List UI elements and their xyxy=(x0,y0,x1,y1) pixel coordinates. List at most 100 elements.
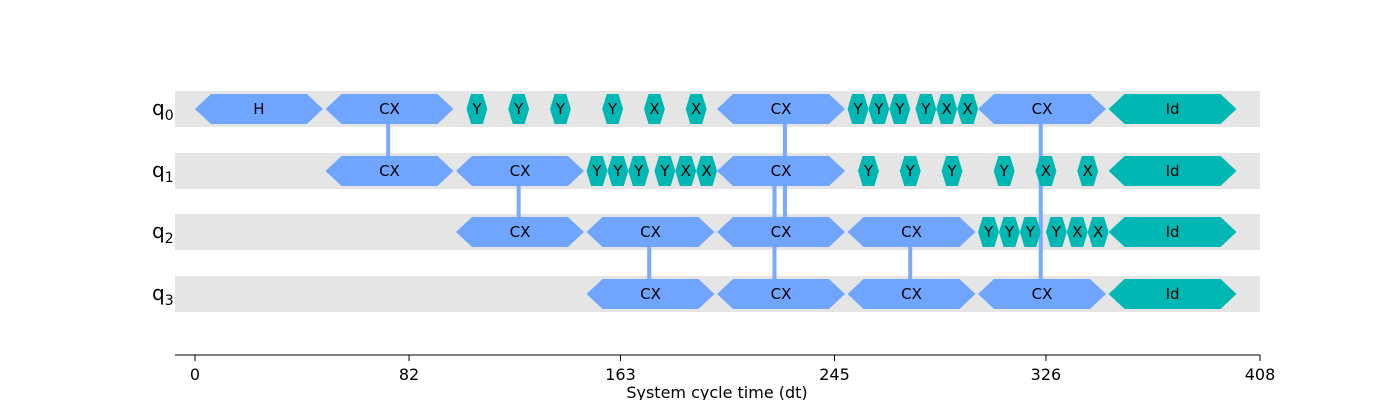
gate-cx-q3: CX xyxy=(978,279,1106,309)
gate-y-q2: Y xyxy=(1045,217,1067,247)
gate-y-q0: Y xyxy=(915,94,937,124)
gate-label: CX xyxy=(771,285,792,303)
gate-shape xyxy=(899,156,921,186)
gate-label: Id xyxy=(1166,162,1180,180)
gate-y-q1: Y xyxy=(899,156,921,186)
gate-label: Id xyxy=(1166,223,1180,241)
qubit-label-1: q1 xyxy=(152,158,174,186)
gate-y-q0: Y xyxy=(602,94,624,124)
gate-label: X xyxy=(1041,162,1051,180)
gate-y-q0: Y xyxy=(847,94,869,124)
gate-y-q0: Y xyxy=(889,94,911,124)
x-axis: 0 82 163 245 326 408 System cycle time (dt) xyxy=(175,354,1275,400)
gate-shape xyxy=(847,279,976,309)
x-tick-label: 0 xyxy=(190,365,200,384)
gate-label: Id xyxy=(1166,100,1180,118)
gate-y-q0: Y xyxy=(508,94,530,124)
qubit-labels: q0 q1 q2 q3 xyxy=(152,96,174,309)
gate-shape xyxy=(1045,217,1067,247)
gate-shape xyxy=(685,94,707,124)
gate-label: Y xyxy=(1025,223,1036,241)
gate-label: Y xyxy=(999,162,1010,180)
gate-label: X xyxy=(701,162,711,180)
gate-label: Y xyxy=(873,100,884,118)
gate-y-q1: Y xyxy=(607,156,629,186)
gate-label: CX xyxy=(510,223,531,241)
gate-label: Y xyxy=(1051,223,1062,241)
gate-cx-q3: CX xyxy=(847,279,976,309)
gate-shape xyxy=(586,279,715,309)
gate-cx-q0: CX xyxy=(325,94,454,124)
gate-label: Y xyxy=(612,162,623,180)
gate-shape xyxy=(1108,279,1237,309)
gate-id-q3: Id xyxy=(1108,279,1237,309)
gate-y-q0: Y xyxy=(868,94,890,124)
gate-shape xyxy=(717,217,845,247)
gate-cx-q1: CX xyxy=(717,156,845,186)
gate-shape xyxy=(936,94,958,124)
gate-shape xyxy=(915,94,937,124)
gate-shape xyxy=(325,94,454,124)
gate-label: X xyxy=(963,100,973,118)
gate-label: Y xyxy=(920,100,931,118)
gate-label: X xyxy=(691,100,701,118)
gate-cx-q1: CX xyxy=(456,156,584,186)
gate-cx-q1: CX xyxy=(325,156,454,186)
gate-cx-q2: CX xyxy=(586,217,715,247)
cx-links xyxy=(386,109,1043,294)
gate-cx-q0: CX xyxy=(717,94,845,124)
gate-shape xyxy=(858,156,879,186)
gate-label: CX xyxy=(1032,100,1053,118)
gate-label: X xyxy=(649,100,659,118)
gate-shape xyxy=(957,94,979,124)
gate-label: Y xyxy=(633,162,644,180)
qubit-lanes xyxy=(175,91,1260,312)
x-tick-label: 82 xyxy=(399,365,419,384)
gate-shape xyxy=(586,156,608,186)
gate-label: Y xyxy=(852,100,863,118)
gate-label: Y xyxy=(905,162,916,180)
gate-x-q0: X xyxy=(643,94,665,124)
gate-y-q2: Y xyxy=(998,217,1020,247)
gate-x-q1: X xyxy=(1077,156,1099,186)
gate-y-q1: Y xyxy=(628,156,650,186)
gate-x-q1: X xyxy=(1035,156,1057,186)
gate-shape xyxy=(325,156,454,186)
gate-x-q0: X xyxy=(685,94,707,124)
gate-shape xyxy=(466,94,488,124)
gate-label: X xyxy=(681,162,691,180)
gate-cx-q2: CX xyxy=(717,217,845,247)
gate-shape xyxy=(508,94,530,124)
gate-cx-q2: CX xyxy=(847,217,976,247)
gate-shape xyxy=(1035,156,1057,186)
gate-shape xyxy=(456,156,584,186)
gate-label: CX xyxy=(1032,285,1053,303)
gate-label: Id xyxy=(1166,285,1180,303)
gate-label: X xyxy=(1093,223,1103,241)
gate-label: Y xyxy=(607,100,618,118)
x-tick-label: 326 xyxy=(1031,365,1062,384)
gate-label: CX xyxy=(379,100,400,118)
gate-shape xyxy=(550,94,571,124)
gate-label: Y xyxy=(946,162,957,180)
gate-shape xyxy=(1108,94,1237,124)
gate-shape xyxy=(868,94,890,124)
gate-label: Y xyxy=(1004,223,1015,241)
gate-shape xyxy=(602,94,624,124)
gate-shape xyxy=(717,279,845,309)
gate-shape xyxy=(717,94,845,124)
gate-label: CX xyxy=(771,223,792,241)
gate-shape xyxy=(456,217,584,247)
gate-label: X xyxy=(1072,223,1082,241)
x-tick-label: 163 xyxy=(605,365,636,384)
qubit-label-3: q3 xyxy=(152,281,174,309)
gate-id-q2: Id xyxy=(1108,217,1237,247)
gate-label: Y xyxy=(983,223,994,241)
gate-shape xyxy=(978,217,999,247)
gate-label: Y xyxy=(659,162,670,180)
gate-y-q1: Y xyxy=(586,156,608,186)
gate-shape xyxy=(195,94,323,124)
gate-y-q2: Y xyxy=(1019,217,1041,247)
